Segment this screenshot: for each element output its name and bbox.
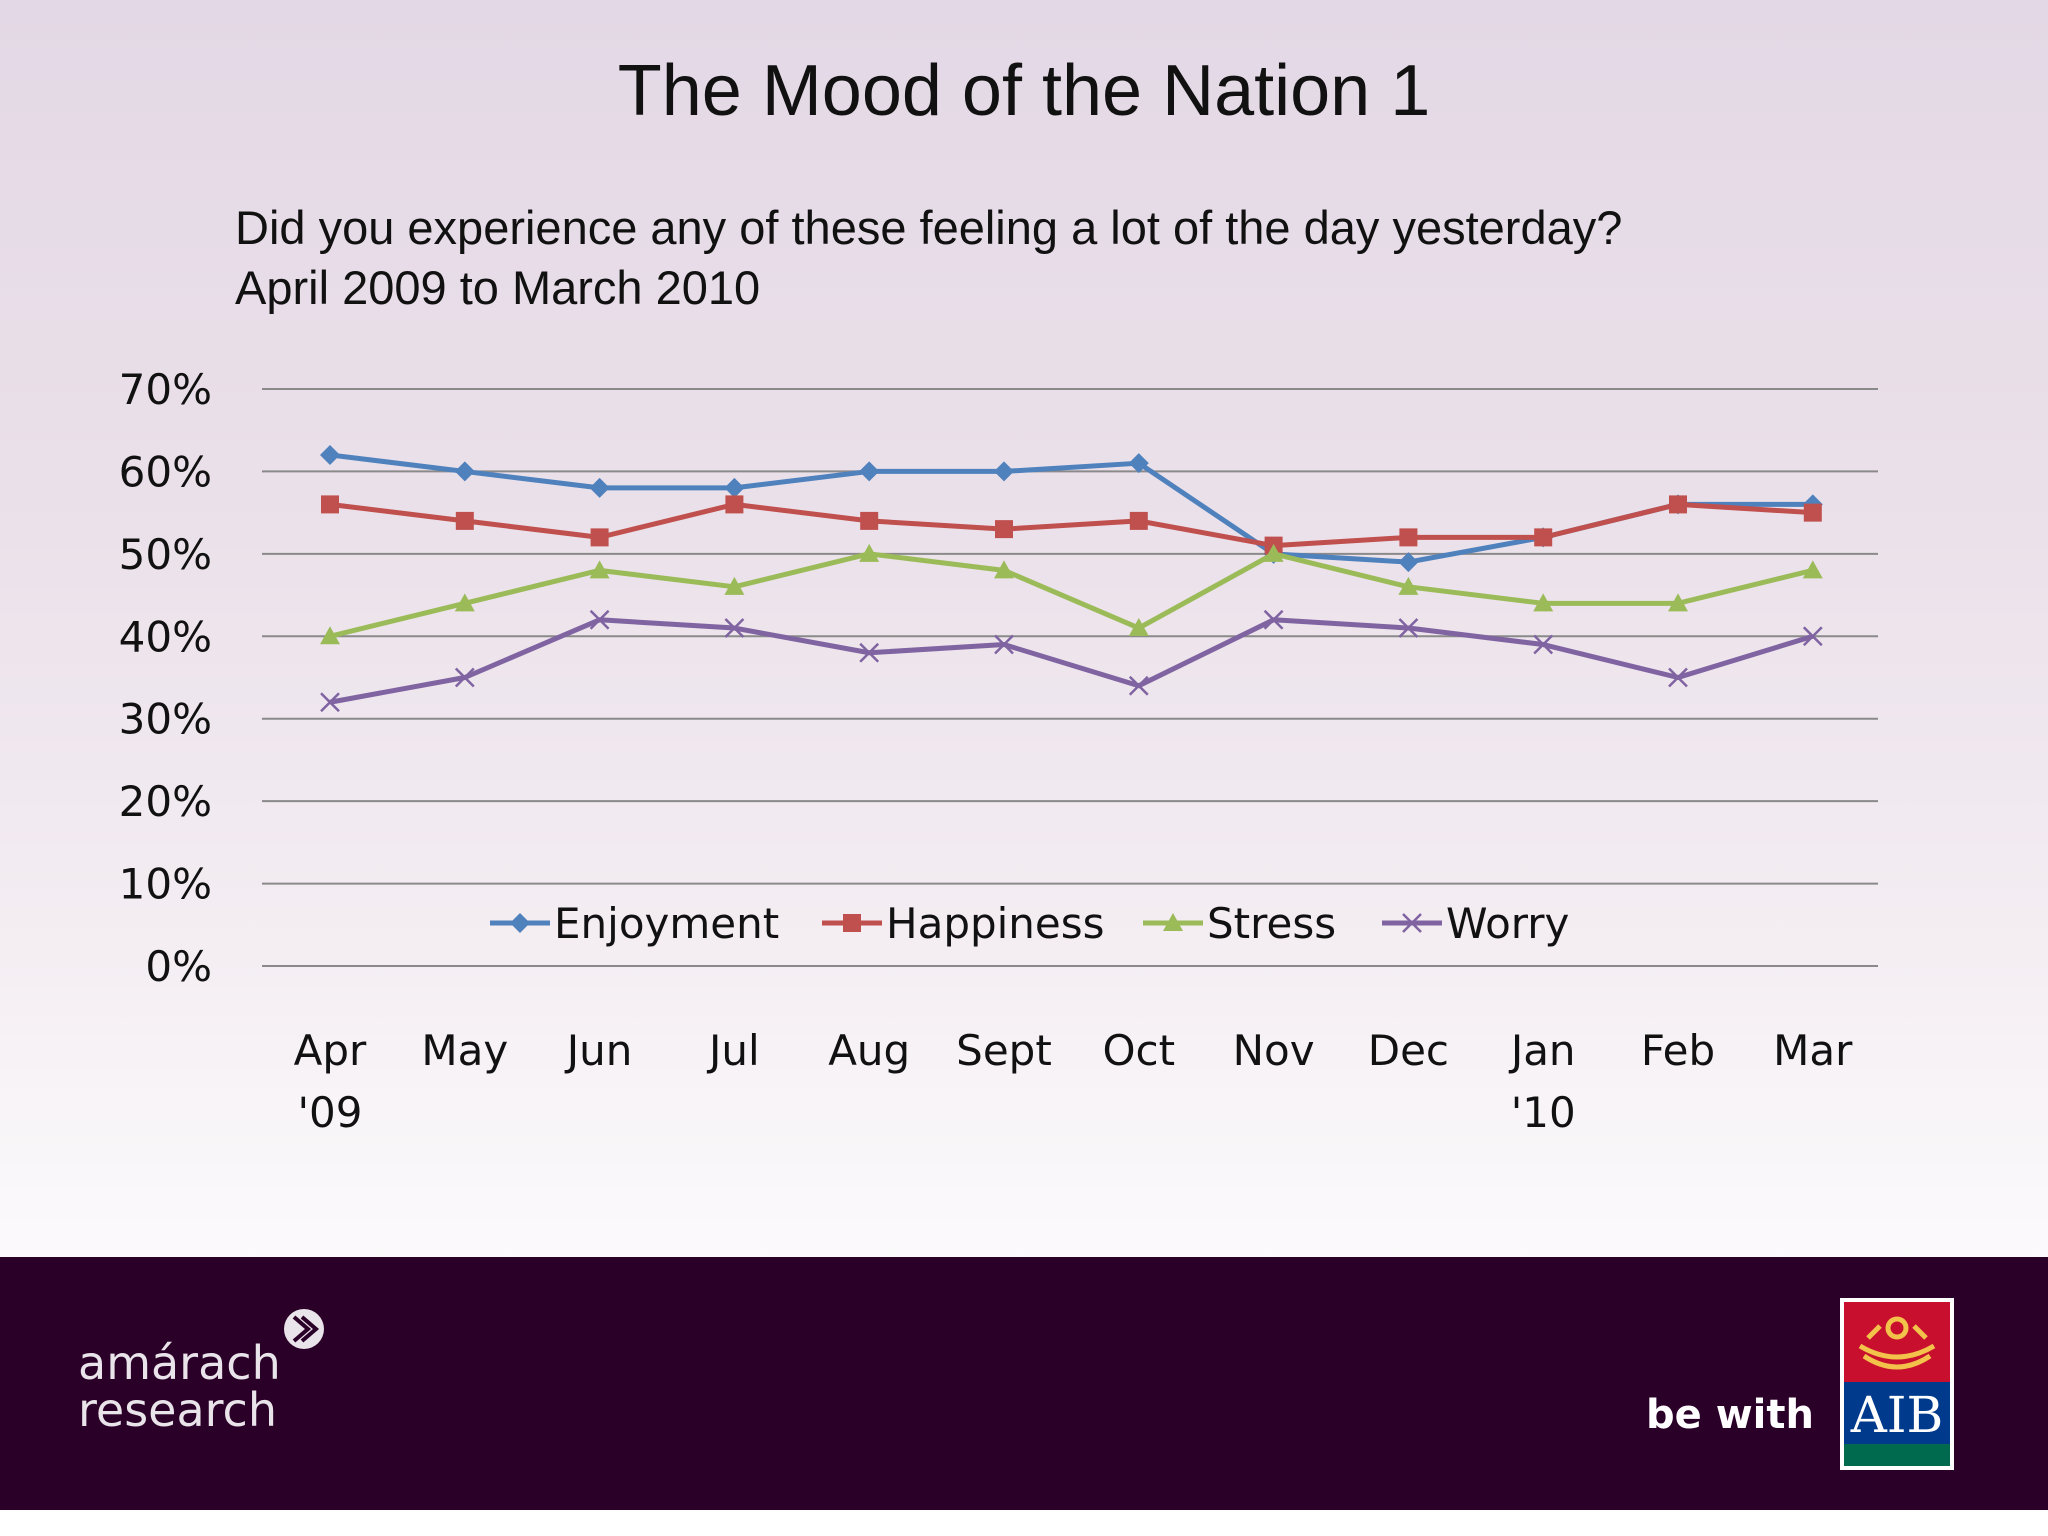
y-tick-label: 50%: [119, 530, 212, 579]
y-tick-label: 60%: [119, 447, 212, 496]
legend-marker-stress: [1163, 913, 1183, 931]
brand-line-2: research: [78, 1383, 278, 1437]
data-point-enjoyment: [320, 444, 340, 465]
data-point-happiness: [995, 520, 1013, 539]
data-point-happiness: [1803, 503, 1822, 522]
data-point-stress: [1533, 593, 1554, 612]
data-point-enjoyment: [1398, 552, 1419, 573]
chart-question: Did you experience any of these feeling …: [235, 201, 1623, 254]
legend-marker-happiness: [843, 914, 861, 932]
data-point-happiness: [590, 528, 609, 547]
data-point-stress: [454, 593, 475, 612]
data-point-stress: [1128, 618, 1149, 637]
series-line-stress: [329, 551, 1814, 639]
legend-label-stress: Stress: [1207, 899, 1336, 948]
legend-marker-enjoyment: [510, 913, 530, 933]
data-point-enjoyment: [1128, 453, 1149, 474]
data-point-worry: [1128, 675, 1149, 696]
legend-label-enjoyment: Enjoyment: [554, 899, 779, 948]
x-tick-label: Jan: [1508, 1026, 1576, 1075]
data-point-happiness: [455, 511, 474, 530]
series-line-happiness: [329, 501, 1813, 549]
y-tick-label: 70%: [119, 365, 212, 414]
y-tick-label: 0%: [145, 942, 212, 991]
data-point-stress: [1802, 560, 1823, 579]
data-point-worry: [724, 618, 745, 638]
footer-band: [0, 1257, 2048, 1510]
x-tick-label: '09: [298, 1088, 363, 1137]
data-point-enjoyment: [994, 461, 1014, 482]
data-point-happiness: [1669, 495, 1687, 514]
data-point-happiness: [725, 495, 744, 514]
x-tick-label: May: [421, 1026, 508, 1075]
data-point-stress: [1668, 593, 1688, 612]
data-point-worry: [320, 692, 340, 713]
data-point-happiness: [1534, 528, 1553, 547]
chart-period: April 2009 to March 2010: [235, 261, 761, 314]
data-point-happiness: [860, 511, 879, 530]
data-point-worry: [1533, 634, 1554, 655]
data-point-worry: [994, 634, 1014, 655]
data-point-happiness: [1129, 511, 1148, 530]
x-tick-label: Aug: [828, 1026, 910, 1075]
data-point-stress: [1263, 543, 1284, 562]
data-point-worry: [589, 609, 610, 630]
brand-line-1: amárach: [78, 1336, 281, 1390]
x-tick-label: Apr: [294, 1026, 367, 1075]
data-point-worry: [1263, 609, 1284, 630]
data-point-worry: [859, 642, 880, 663]
line-chart: 0% 10% 20% 30% 40% 50% 60% 70% Apr '09 May Jun Jul Au…: [119, 365, 1878, 1137]
x-tick-label: Feb: [1641, 1026, 1715, 1075]
amarach-arrow-icon: [284, 1309, 324, 1349]
legend-label-happiness: Happiness: [886, 899, 1105, 948]
x-tick-label: Jun: [564, 1026, 633, 1075]
x-tick-label: Sept: [956, 1026, 1052, 1075]
data-point-worry: [1668, 667, 1688, 688]
x-tick-label: Dec: [1368, 1026, 1449, 1075]
amarach-research-logo: amárach research: [78, 1340, 281, 1434]
data-point-stress: [859, 543, 880, 562]
data-point-enjoyment: [454, 461, 475, 482]
data-point-worry: [1398, 618, 1419, 638]
data-point-stress: [1398, 576, 1419, 595]
data-point-happiness: [321, 495, 339, 514]
legend-label-worry: Worry: [1446, 899, 1569, 948]
y-tick-label: 10%: [119, 860, 212, 909]
slide-title: The Mood of the Nation 1: [617, 51, 1431, 131]
legend-marker-worry: [1402, 913, 1422, 933]
x-tick-label: Nov: [1233, 1026, 1315, 1075]
data-point-stress: [320, 626, 340, 645]
y-tick-label: 20%: [119, 777, 212, 826]
aib-ark-icon: [1858, 1316, 1936, 1370]
series-line-worry: [329, 617, 1814, 705]
data-point-worry: [1802, 626, 1823, 647]
x-tick-label: Oct: [1102, 1026, 1175, 1075]
data-point-happiness: [1399, 528, 1418, 547]
data-point-stress: [994, 560, 1014, 579]
bottom-edge: [0, 1510, 2048, 1536]
data-point-stress: [724, 576, 745, 595]
x-tick-label: '10: [1511, 1088, 1576, 1137]
y-tick-label: 40%: [119, 612, 212, 661]
data-point-worry: [454, 667, 475, 688]
x-tick-label: Mar: [1773, 1026, 1853, 1075]
aib-logo-text: AIB: [1850, 1386, 1944, 1444]
x-tick-label: Jul: [706, 1026, 760, 1075]
aib-logo: AIB: [1840, 1298, 1954, 1470]
data-point-stress: [589, 560, 610, 579]
tagline: be with: [1646, 1392, 1814, 1438]
data-point-enjoyment: [589, 477, 610, 498]
data-point-enjoyment: [724, 477, 745, 498]
y-tick-label: 30%: [119, 695, 212, 744]
data-point-enjoyment: [859, 461, 880, 482]
